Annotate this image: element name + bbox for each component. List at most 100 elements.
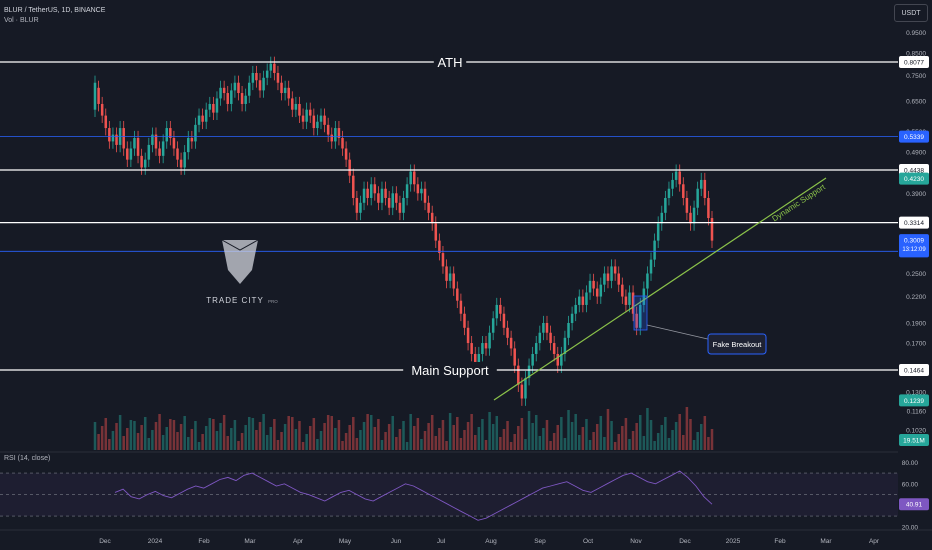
candle-body <box>452 273 455 289</box>
volume-bar <box>549 441 552 450</box>
candle-body <box>348 159 351 176</box>
candle-body <box>456 288 459 301</box>
candle-body <box>255 72 258 81</box>
volume-bar <box>280 432 283 450</box>
volume-bar <box>247 417 251 450</box>
candle-body <box>395 193 398 203</box>
candle-body <box>639 304 642 328</box>
candle-body <box>384 188 387 198</box>
candle-body <box>502 313 506 328</box>
candle-body <box>294 103 298 110</box>
candle-body <box>140 155 143 168</box>
candle-body <box>491 318 495 333</box>
price-tag <box>899 172 929 185</box>
volume-bar <box>334 428 337 450</box>
volume-bar <box>126 428 129 450</box>
volume-bar <box>682 435 685 450</box>
candle-body <box>603 273 606 285</box>
candle-body <box>463 313 466 328</box>
time-tick-label: Feb <box>774 538 786 545</box>
volume-bar <box>481 419 484 450</box>
level-label: Main Support <box>411 363 489 378</box>
volume-bar <box>355 438 359 450</box>
trendline-label: Dynamic Support <box>770 182 827 223</box>
volume-bar <box>513 434 516 450</box>
volume-bar <box>348 425 351 450</box>
volume-bar <box>380 440 384 450</box>
volume-bar <box>542 428 545 450</box>
level-price-tag <box>899 130 929 143</box>
volume-bar <box>352 417 355 450</box>
candle-body <box>527 365 531 379</box>
volume-bar <box>660 425 664 450</box>
time-tick-label: Apr <box>869 538 880 545</box>
candle-body <box>513 348 516 366</box>
candle-body <box>628 292 631 305</box>
currency-button[interactable]: USDT <box>894 4 928 22</box>
volume-bar <box>108 439 111 450</box>
volume-bar <box>369 415 373 450</box>
candle-body <box>262 77 265 91</box>
price-tag-text: 0.4230 <box>904 176 924 183</box>
volume-bar <box>187 437 190 450</box>
volume-bar <box>240 433 244 450</box>
volume-bar <box>671 430 674 450</box>
volume-bar <box>326 415 330 450</box>
candle-body <box>291 98 294 110</box>
candle-body <box>470 343 473 354</box>
candle-body <box>319 115 323 122</box>
rsi-band <box>0 473 898 517</box>
candle-body <box>398 202 402 213</box>
volume-bar <box>115 423 118 450</box>
candle-body <box>642 288 646 305</box>
candle-body <box>337 128 341 138</box>
candle-body <box>161 141 165 156</box>
candle-body <box>129 148 133 160</box>
candle-body <box>143 159 147 168</box>
level-price-tag-text: 0.3314 <box>904 220 924 227</box>
candle-body <box>380 188 384 203</box>
candle-body <box>649 259 653 274</box>
volume-bar <box>631 431 635 450</box>
price-tick-label: 0.7500 <box>906 73 926 80</box>
candle-body <box>466 327 470 344</box>
candle-body <box>204 109 208 122</box>
volume-bar <box>484 440 488 450</box>
volume-bar <box>470 414 473 450</box>
candle-body <box>699 179 703 189</box>
price-tick-label: 0.3900 <box>906 191 926 198</box>
volume-bar <box>448 413 452 450</box>
candle-body <box>212 103 215 113</box>
price-tick-label: 0.1700 <box>906 341 926 348</box>
candle-body <box>667 188 671 198</box>
candle-body <box>646 273 649 289</box>
candle-body <box>653 240 656 260</box>
volume-bar <box>161 435 165 450</box>
volume-tag <box>899 434 929 446</box>
volume-bar <box>151 430 154 450</box>
volume-bar <box>642 436 646 450</box>
volume-bar <box>692 440 696 450</box>
volume-bar <box>603 437 606 450</box>
volume-bar <box>122 436 125 450</box>
volume-bar <box>656 433 660 450</box>
volume-bar <box>359 430 362 450</box>
candle-body <box>538 332 542 344</box>
volume-bar <box>366 414 369 450</box>
volume-bar <box>204 426 208 450</box>
volume-bar <box>391 416 394 450</box>
volume-bar <box>265 435 269 450</box>
candle-body <box>545 322 549 333</box>
volume-bar <box>230 428 233 450</box>
candle-body <box>122 128 125 149</box>
candle-body <box>610 266 613 281</box>
volume-bar <box>707 437 710 450</box>
level-label-bg <box>433 54 467 70</box>
candle-body <box>362 188 366 203</box>
time-tick-label: Mar <box>820 538 832 545</box>
volume-bar <box>337 420 341 450</box>
volume-bar <box>621 426 624 450</box>
countdown-text: 13:12:09 <box>902 247 926 253</box>
level-label: ATH <box>437 55 462 70</box>
